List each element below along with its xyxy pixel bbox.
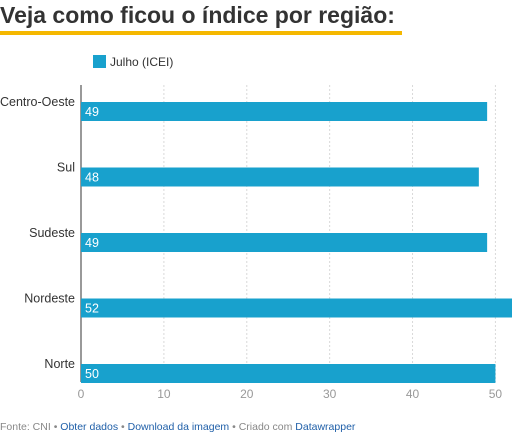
get-data-link[interactable]: Obter dados xyxy=(60,421,119,433)
bar xyxy=(81,233,488,252)
x-axis-ticks: 0 10 20 30 40 50 xyxy=(78,387,503,401)
source-text: Fonte: CNI xyxy=(0,421,51,433)
x-tick-label: 30 xyxy=(323,387,337,401)
category-labels: Centro-Oeste Sul Sudeste Nordeste Norte xyxy=(0,95,75,371)
bar xyxy=(81,364,496,383)
x-tick-label: 50 xyxy=(489,387,503,401)
data-label: 49 xyxy=(85,236,99,250)
bar-chart: 49 48 49 52 50 Centro-Oeste Sul Sudeste Nordest… xyxy=(0,55,512,401)
data-label: 48 xyxy=(85,171,99,185)
x-tick-label: 10 xyxy=(157,387,171,401)
footer: Fonte: CNI • Obter dados • Download da i… xyxy=(0,421,355,433)
bar xyxy=(81,298,512,318)
value-labels: 49 48 49 52 50 xyxy=(85,105,99,381)
legend: Julho (ICEI) xyxy=(93,55,173,69)
category-label: Nordeste xyxy=(24,292,75,306)
title-underline xyxy=(0,31,402,35)
x-tick-label: 20 xyxy=(240,387,254,401)
separator: • xyxy=(50,421,61,433)
bar xyxy=(81,102,488,121)
category-label: Centro-Oeste xyxy=(0,95,75,109)
chart-title: Veja como ficou o índice por região: xyxy=(0,2,395,28)
download-image-link[interactable]: Download da imagem xyxy=(127,421,230,433)
bars xyxy=(81,102,512,383)
data-label: 50 xyxy=(85,367,99,381)
separator: • xyxy=(229,421,239,433)
x-tick-label: 0 xyxy=(78,387,85,401)
bar xyxy=(81,167,479,187)
datawrapper-link[interactable]: Datawrapper xyxy=(295,421,356,433)
category-label: Sul xyxy=(57,161,75,175)
x-tick-label: 40 xyxy=(406,387,420,401)
legend-swatch xyxy=(93,55,106,68)
legend-label: Julho (ICEI) xyxy=(110,55,173,69)
category-label: Sudeste xyxy=(29,226,75,240)
data-label: 52 xyxy=(85,302,99,316)
separator: • xyxy=(118,421,128,433)
created-with-text: Criado com xyxy=(238,421,293,433)
category-label: Norte xyxy=(44,357,75,371)
data-label: 49 xyxy=(85,105,99,119)
